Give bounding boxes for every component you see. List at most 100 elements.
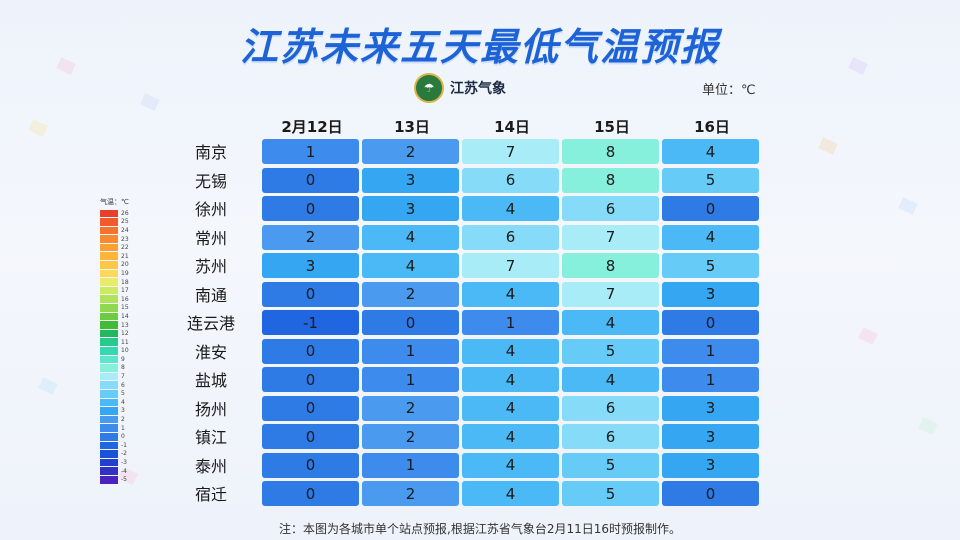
legend-entry: 3 xyxy=(100,407,129,416)
legend-swatch xyxy=(100,295,118,304)
table-row: -1 0 1 4 0 xyxy=(262,310,762,339)
temperature-cell: 6 xyxy=(562,424,659,449)
legend-label: 7 xyxy=(121,373,125,381)
legend-title: 气温：℃ xyxy=(100,198,129,206)
legend-entry: 18 xyxy=(100,278,129,287)
temperature-cell: 7 xyxy=(562,281,659,307)
temperature-cell: 2 xyxy=(362,481,459,506)
legend-swatch xyxy=(100,467,118,475)
temperature-cell: 7 xyxy=(462,253,559,278)
temperature-cell: 0 xyxy=(262,281,359,307)
legend-entry: 25 xyxy=(100,218,129,227)
legend-swatch xyxy=(100,355,118,364)
temperature-cell: 1 xyxy=(662,367,759,392)
legend-label: 17 xyxy=(121,287,129,295)
temperature-cell: 4 xyxy=(462,338,559,364)
temperature-cell: 3 xyxy=(362,196,459,221)
temperature-cell: 6 xyxy=(562,395,659,421)
legend-swatch xyxy=(100,235,118,243)
city-label: 徐州 xyxy=(194,200,227,219)
temperature-cell: 4 xyxy=(562,367,659,392)
legend-entry: 0 xyxy=(100,432,129,441)
legend-label: 9 xyxy=(121,355,125,363)
legend-swatch xyxy=(100,424,118,432)
legend-label: 26 xyxy=(121,209,129,217)
legend-swatch xyxy=(100,372,118,381)
legend-entry: 19 xyxy=(100,269,129,278)
temperature-cell: 3 xyxy=(662,395,759,421)
legend-label: 1 xyxy=(121,424,125,432)
temperature-cell: 2 xyxy=(362,139,459,164)
temperature-cell: 6 xyxy=(462,167,559,193)
legend-swatch xyxy=(100,450,118,458)
legend-swatch xyxy=(100,226,118,235)
logo-text: 江苏气象 xyxy=(450,81,506,97)
unit-label: 单位：℃ xyxy=(702,83,756,98)
legend-swatch xyxy=(100,321,118,329)
legend-swatch xyxy=(100,269,118,278)
legend-label: 13 xyxy=(121,321,129,329)
legend-swatch xyxy=(100,458,118,467)
temperature-table: 1 2 7 8 4 0 3 6 8 5 0 3 4 6 0 2 4 6 7 4 3 4 7 8 5 0 2 4 7 3 -1 0 1 4 0 0 1 4 5… xyxy=(262,139,762,510)
temperature-cell: 0 xyxy=(262,167,359,193)
city-label: 南京 xyxy=(194,143,227,162)
legend-label: 3 xyxy=(121,407,125,415)
logo: ☂ 江苏气象 xyxy=(414,73,506,103)
legend-entry: 20 xyxy=(100,261,129,270)
temperature-cell: 1 xyxy=(362,367,459,392)
temperature-cell: 1 xyxy=(362,452,459,478)
legend-swatch xyxy=(100,389,118,398)
temperature-cell: 4 xyxy=(462,481,559,506)
legend-entry: 8 xyxy=(100,364,129,373)
temperature-cell: 2 xyxy=(362,281,459,307)
temperature-cell: 5 xyxy=(562,481,659,506)
legend-label: 21 xyxy=(121,252,129,260)
temperature-cell: 3 xyxy=(362,167,459,193)
confetti-decoration xyxy=(918,417,938,435)
legend-swatch xyxy=(100,407,118,415)
legend-entry: 23 xyxy=(100,235,129,244)
city-label: 淮安 xyxy=(194,342,227,362)
legend-swatch xyxy=(100,475,118,484)
meteorology-emblem-icon: ☂ xyxy=(414,73,444,103)
temperature-cell: 2 xyxy=(262,224,359,250)
temperature-cell: 0 xyxy=(262,196,359,221)
confetti-decoration xyxy=(858,327,878,345)
city-label: 常州 xyxy=(194,228,227,248)
legend-entry: 6 xyxy=(100,381,129,390)
temperature-cell: 0 xyxy=(262,481,359,506)
legend-label: 5 xyxy=(121,390,125,398)
temperature-cell: 8 xyxy=(562,253,659,278)
legend-entry: 9 xyxy=(100,355,129,364)
legend-entry: 11 xyxy=(100,338,129,347)
legend-label: -1 xyxy=(121,441,127,449)
temperature-cell: 7 xyxy=(462,139,559,164)
legend-swatch xyxy=(100,432,118,441)
city-label: 扬州 xyxy=(194,399,227,419)
legend-label: 14 xyxy=(121,312,129,320)
legend-entry: 13 xyxy=(100,321,129,330)
footnote: 注：本图为各城市单个站点预报,根据江苏省气象台2月11日16时预报制作。 xyxy=(279,522,681,536)
legend-swatch xyxy=(100,441,118,450)
legend-swatch xyxy=(100,329,118,338)
temperature-cell: 1 xyxy=(262,139,359,164)
legend-label: -4 xyxy=(121,467,127,475)
legend-label: 11 xyxy=(121,338,129,346)
legend-entry: -4 xyxy=(100,467,129,476)
temperature-cell: 1 xyxy=(662,338,759,364)
temperature-cell: 3 xyxy=(662,452,759,478)
confetti-decoration xyxy=(38,377,58,395)
legend-label: -3 xyxy=(121,459,127,467)
confetti-decoration xyxy=(898,197,918,215)
legend-entry: 4 xyxy=(100,398,129,407)
temperature-cell: 0 xyxy=(262,338,359,364)
legend-entry: -2 xyxy=(100,450,129,459)
legend-entry: 14 xyxy=(100,312,129,321)
legend-label: -2 xyxy=(121,450,127,458)
temperature-cell: 1 xyxy=(362,338,459,364)
